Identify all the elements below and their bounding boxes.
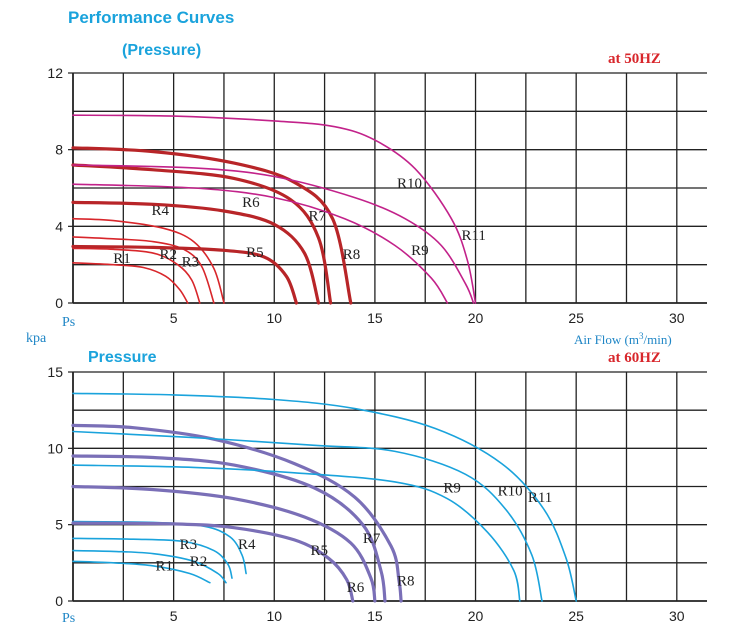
chart1-series-r8-label: R8 xyxy=(343,247,361,263)
chart1-series-r7-label: R7 xyxy=(308,209,326,225)
chart2-series-r3-label: R3 xyxy=(180,537,198,553)
chart1-plot-area: 5 10 15 20 25 30 0 4 8 12 R1 R2 R3 R4 R5 R6 R7 R8 R9 R10 R11 xyxy=(47,65,707,326)
chart1-series-r11-line xyxy=(72,114,477,304)
chart1-series-r11-label: R11 xyxy=(461,228,485,244)
chart2-title: Pressure xyxy=(88,349,157,366)
chart1-title: Performance Curves xyxy=(68,8,234,27)
chart2-series-r10-label: R10 xyxy=(498,484,523,500)
chart2-x-tick-label: 25 xyxy=(568,608,584,623)
chart1-y-tick-label: 12 xyxy=(47,65,63,81)
chart1-subtitle: (Pressure) xyxy=(122,42,201,59)
chart2-series-r7-label: R7 xyxy=(363,531,381,547)
chart1-series-r9-label: R9 xyxy=(411,243,429,259)
chart2-x-tick-label: 10 xyxy=(266,608,282,623)
chart2-series-r1-line xyxy=(72,560,211,584)
chart1-series-r2-label: R2 xyxy=(160,247,178,263)
chart1-series-r7-line xyxy=(71,163,333,305)
chart2-x-tick-label: 30 xyxy=(669,608,685,623)
chart2-series-r2-line xyxy=(72,549,227,584)
chart2-series-r3-line xyxy=(72,537,233,579)
chart1-series-r9-line xyxy=(72,183,449,304)
chart2-series-r8-label: R8 xyxy=(397,574,415,590)
chart1-series-r6-label: R6 xyxy=(242,195,260,211)
chart1-series-r4-line xyxy=(72,217,225,304)
chart1-series-r3-line xyxy=(72,236,215,304)
chart1-y-unit: kpa xyxy=(26,331,47,346)
chart2-series-r9-line xyxy=(72,464,521,602)
chart1-y-tick-label: 0 xyxy=(55,295,63,311)
chart2-series-r1-label: R1 xyxy=(156,558,174,574)
chart2-frequency-label: at 60HZ xyxy=(608,350,661,366)
chart2-y-tick-label: 0 xyxy=(55,593,63,609)
chart1-x-axis-label: Air Flow (m3/min) xyxy=(574,331,672,347)
chart2-series-r6-line xyxy=(71,484,377,603)
chart1-grid xyxy=(73,72,707,303)
chart2-series-r2-label: R2 xyxy=(190,554,208,570)
chart2-x-tick-label: 5 xyxy=(170,608,178,623)
chart2-y-axis-name: Ps xyxy=(62,611,75,623)
chart1-series-r2-line xyxy=(72,247,201,304)
chart1-series-r1-line xyxy=(72,262,189,304)
chart1-y-tick-label: 4 xyxy=(55,218,63,234)
chart2-series-r10-line xyxy=(72,430,543,602)
chart2-series-r6-label: R6 xyxy=(347,580,365,596)
chart1-series-r4-label: R4 xyxy=(151,203,169,219)
chart2-series-r9-label: R9 xyxy=(443,481,461,497)
chart2-series-r8-line xyxy=(71,423,403,603)
chart2-series-r11-line xyxy=(72,392,577,602)
chart1-series-r3-label: R3 xyxy=(182,255,200,271)
chart1-series-r1-label: R1 xyxy=(113,251,131,267)
chart1-frequency-label: at 50HZ xyxy=(608,51,661,67)
chart1-series-r10-line xyxy=(72,164,475,304)
chart1-series-r5-label: R5 xyxy=(246,245,264,261)
chart2-x-tick-label: 15 xyxy=(367,608,383,623)
chart1-series-r5-line xyxy=(71,244,298,305)
chart1-y-axis-name: Ps xyxy=(62,315,75,330)
chart2-series-r4-label: R4 xyxy=(238,537,256,553)
chart2-y-tick-label: 10 xyxy=(47,440,63,456)
chart1-series-r8-line xyxy=(71,146,353,305)
chart2-y-tick-label: 5 xyxy=(55,517,63,533)
chart2-x-tick-label: 20 xyxy=(468,608,484,623)
chart1-y-tick-label: 8 xyxy=(55,142,63,158)
chart1-x-tick-label: 20 xyxy=(468,310,484,326)
chart1-x-tick-label: 5 xyxy=(170,310,178,326)
chart1-x-tick-label: 30 xyxy=(669,310,685,326)
chart2-y-tick-label: 15 xyxy=(47,364,63,380)
chart2-series-r5-line xyxy=(71,521,355,603)
chart1-x-tick-label: 10 xyxy=(266,310,282,326)
chart2-series-r5-label: R5 xyxy=(310,543,328,559)
chart2-series-r11-label: R11 xyxy=(528,490,552,506)
chart1-series-r10-label: R10 xyxy=(397,176,422,192)
chart1-series-r6-line xyxy=(71,200,321,305)
chart1-x-tick-label: 15 xyxy=(367,310,383,326)
chart1-x-tick-label: 25 xyxy=(568,310,584,326)
chart2-series-r7-line xyxy=(71,454,387,603)
